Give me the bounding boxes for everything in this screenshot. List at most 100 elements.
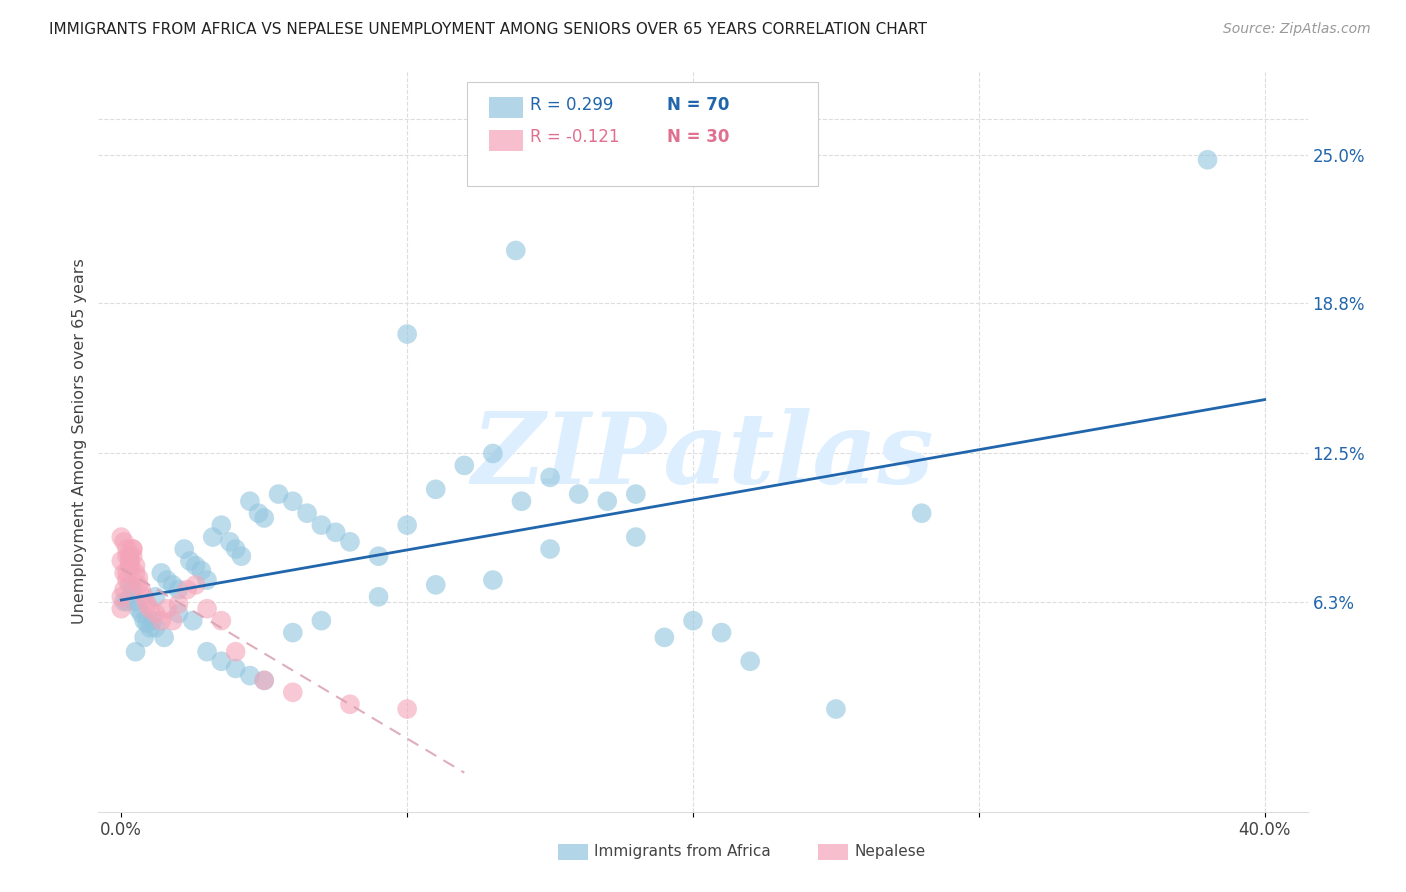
Point bbox=[825, 702, 848, 716]
Point bbox=[396, 702, 419, 716]
Point bbox=[239, 668, 262, 682]
Point bbox=[139, 601, 162, 615]
FancyBboxPatch shape bbox=[489, 97, 523, 118]
Point bbox=[121, 541, 143, 556]
Point bbox=[150, 614, 173, 628]
Point bbox=[510, 494, 533, 508]
Point bbox=[339, 698, 361, 712]
Point bbox=[145, 621, 167, 635]
Point bbox=[624, 530, 647, 544]
Point bbox=[121, 541, 143, 556]
Point bbox=[231, 549, 253, 564]
Point bbox=[190, 564, 212, 578]
Point bbox=[654, 631, 676, 645]
Point bbox=[153, 631, 176, 645]
Text: N = 30: N = 30 bbox=[666, 128, 730, 146]
Point bbox=[253, 673, 276, 688]
Point bbox=[281, 685, 304, 699]
Point bbox=[124, 558, 146, 573]
Point bbox=[195, 573, 218, 587]
Point bbox=[367, 549, 389, 564]
Point bbox=[181, 614, 204, 628]
FancyBboxPatch shape bbox=[818, 844, 848, 860]
Text: R = -0.121: R = -0.121 bbox=[530, 128, 620, 146]
Point bbox=[710, 625, 733, 640]
Point bbox=[134, 614, 156, 628]
Point bbox=[253, 511, 276, 525]
Point bbox=[325, 525, 347, 540]
Text: Nepalese: Nepalese bbox=[855, 844, 925, 859]
Point bbox=[115, 541, 138, 556]
Point bbox=[396, 327, 419, 342]
Point bbox=[150, 566, 173, 580]
Point bbox=[127, 601, 149, 615]
Point bbox=[339, 534, 361, 549]
Point bbox=[538, 541, 561, 556]
Point bbox=[295, 506, 318, 520]
Point bbox=[281, 625, 304, 640]
Point bbox=[134, 590, 156, 604]
Point bbox=[127, 578, 149, 592]
Point bbox=[118, 578, 141, 592]
Text: Source: ZipAtlas.com: Source: ZipAtlas.com bbox=[1223, 22, 1371, 37]
Point bbox=[162, 614, 184, 628]
Point bbox=[740, 654, 762, 668]
Point bbox=[311, 614, 333, 628]
FancyBboxPatch shape bbox=[489, 130, 523, 151]
FancyBboxPatch shape bbox=[467, 82, 818, 186]
Point bbox=[167, 607, 190, 621]
Point bbox=[209, 518, 232, 533]
Point bbox=[267, 487, 290, 501]
Point bbox=[225, 661, 247, 675]
Point bbox=[145, 607, 167, 621]
Point bbox=[225, 645, 247, 659]
Point bbox=[115, 573, 138, 587]
Point bbox=[624, 487, 647, 501]
Point bbox=[124, 566, 146, 580]
Point bbox=[176, 582, 198, 597]
Point bbox=[167, 597, 190, 611]
Point bbox=[179, 554, 201, 568]
FancyBboxPatch shape bbox=[558, 844, 588, 860]
Point bbox=[184, 558, 207, 573]
Text: N = 70: N = 70 bbox=[666, 95, 730, 113]
Point bbox=[239, 494, 262, 508]
Point bbox=[281, 494, 304, 508]
Point bbox=[396, 518, 419, 533]
Point bbox=[209, 614, 232, 628]
Point bbox=[253, 673, 276, 688]
Point bbox=[156, 601, 179, 615]
Point bbox=[156, 573, 179, 587]
Point bbox=[124, 594, 146, 608]
Point bbox=[184, 578, 207, 592]
Text: IMMIGRANTS FROM AFRICA VS NEPALESE UNEMPLOYMENT AMONG SENIORS OVER 65 YEARS CORR: IMMIGRANTS FROM AFRICA VS NEPALESE UNEMP… bbox=[49, 22, 927, 37]
Point bbox=[124, 645, 146, 659]
Point bbox=[118, 558, 141, 573]
Point bbox=[110, 601, 132, 615]
Point bbox=[247, 506, 270, 520]
Point bbox=[129, 582, 152, 597]
Point bbox=[173, 541, 195, 556]
Point bbox=[112, 534, 135, 549]
Point bbox=[136, 597, 159, 611]
Point bbox=[311, 518, 333, 533]
Point bbox=[596, 494, 619, 508]
Point bbox=[110, 530, 132, 544]
Point bbox=[118, 549, 141, 564]
Point bbox=[121, 549, 143, 564]
Point bbox=[127, 571, 149, 585]
Point bbox=[425, 483, 447, 497]
Point bbox=[1197, 153, 1219, 167]
Point bbox=[219, 534, 242, 549]
Text: R = 0.299: R = 0.299 bbox=[530, 95, 613, 113]
Point bbox=[136, 615, 159, 630]
Point bbox=[129, 607, 152, 621]
Point bbox=[112, 566, 135, 580]
Point bbox=[145, 590, 167, 604]
Point bbox=[682, 614, 704, 628]
Point bbox=[201, 530, 224, 544]
Point bbox=[482, 446, 505, 460]
Point bbox=[112, 594, 135, 608]
Text: ZIPatlas: ZIPatlas bbox=[472, 409, 934, 505]
Point bbox=[115, 549, 138, 564]
